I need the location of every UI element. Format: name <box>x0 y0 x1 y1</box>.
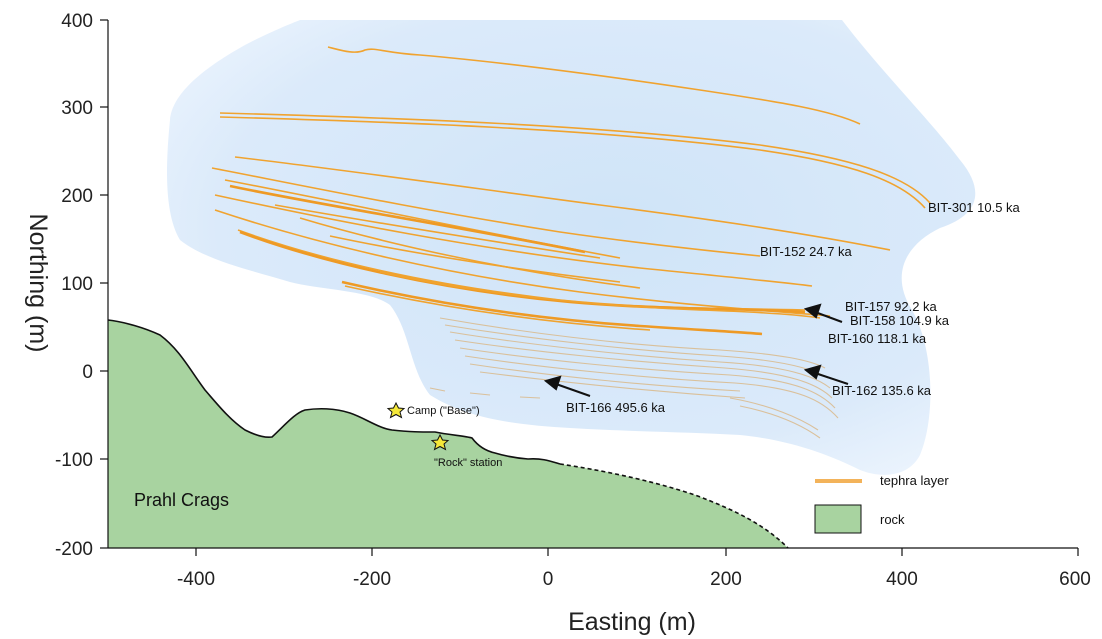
x-tick-label: 600 <box>1059 569 1091 590</box>
layer-label-bit-152: BIT-152 24.7 ka <box>760 244 853 259</box>
legend: tephra layer rock <box>814 473 949 534</box>
prahl-crags-label: Prahl Crags <box>134 490 229 510</box>
plot-frame <box>100 19 1079 556</box>
x-tick-label: 0 <box>543 569 554 590</box>
rock-station-star-icon <box>430 433 450 451</box>
x-tick-label: 200 <box>710 569 742 590</box>
layer-label-bit-166: BIT-166 495.6 ka <box>566 400 666 415</box>
camp-star-icon <box>386 401 406 419</box>
tephra-layers-faint <box>429 317 839 439</box>
y-tick-label: -200 <box>55 539 93 560</box>
layer-label-bit-160: BIT-160 118.1 ka <box>828 331 927 346</box>
y-tick-labels: 400 300 200 100 0 -100 -200 <box>55 11 93 560</box>
x-tick-labels: -400 -200 0 200 400 600 <box>177 569 1091 590</box>
annotation-arrows <box>543 303 849 397</box>
rock-station-label: "Rock" station <box>434 457 502 469</box>
rock-outline <box>107 319 561 465</box>
camp-label: Camp ("Base") <box>407 405 480 417</box>
legend-tephra-label: tephra layer <box>880 473 949 488</box>
y-tick-label: -100 <box>55 450 93 471</box>
y-tick-label: 200 <box>61 186 93 207</box>
legend-rock-swatch <box>814 504 862 534</box>
legend-rock-label: rock <box>880 512 905 527</box>
x-tick-label: 400 <box>886 569 918 590</box>
layer-label-bit-158: BIT-158 104.9 ka <box>850 313 950 328</box>
rock-outcrop <box>108 320 788 548</box>
layer-label-bit-301: BIT-301 10.5 ka <box>928 200 1021 215</box>
layer-label-bit-162: BIT-162 135.6 ka <box>832 383 932 398</box>
y-tick-label: 300 <box>61 98 93 119</box>
y-tick-label: 0 <box>82 362 93 383</box>
x-tick-label: -400 <box>177 569 215 590</box>
rock-outline-inferred <box>559 463 789 549</box>
x-tick-label: -200 <box>353 569 391 590</box>
y-tick-label: 400 <box>61 11 93 32</box>
y-axis-title: Northing (m) <box>24 214 52 353</box>
x-axis-title: Easting (m) <box>568 608 696 636</box>
layer-label-bit-157: BIT-157 92.2 ka <box>845 299 938 314</box>
tephra-layers <box>211 46 931 336</box>
y-tick-label: 100 <box>61 274 93 295</box>
